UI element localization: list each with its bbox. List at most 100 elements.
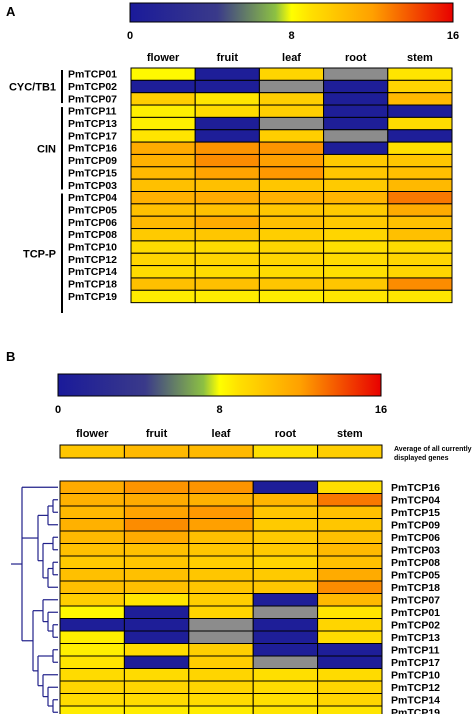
heatmap-cell: [188, 530, 254, 544]
gene-label: PmTCP03: [68, 180, 117, 192]
gene-label: PmTCP01: [391, 607, 440, 619]
column-label: leaf: [212, 428, 231, 440]
heatmap-cell: [387, 153, 453, 168]
heatmap-cell: [194, 153, 260, 168]
heatmap-cell: [194, 166, 260, 180]
heatmap-cell: [188, 555, 254, 569]
heatmap-cell: [123, 668, 190, 682]
heatmap-cell: [387, 289, 453, 304]
gene-label: PmTCP13: [391, 632, 440, 644]
heatmap-cell: [317, 444, 383, 459]
heatmap-cell: [323, 67, 389, 81]
heatmap-cell: [252, 493, 319, 507]
heatmap-cell: [59, 593, 125, 607]
heatmap-cell: [123, 643, 190, 657]
heatmap-cell: [130, 240, 196, 254]
heatmap-cell: [59, 668, 125, 682]
heatmap-cell: [59, 630, 125, 644]
heatmap-cell: [123, 680, 190, 694]
heatmap-cell: [188, 618, 254, 632]
colorbar-tick-label: 8: [288, 30, 294, 42]
heatmap-cell: [387, 178, 453, 192]
heatmap-cell: [194, 129, 260, 143]
heatmap-cell: [258, 191, 325, 205]
heatmap-cell: [323, 141, 389, 155]
gene-label: PmTCP11: [391, 645, 440, 657]
heatmap-cell: [387, 265, 453, 279]
heatmap-cell: [258, 252, 325, 267]
heatmap-cell: [323, 228, 389, 242]
average-row-label: Average of all currently: [394, 446, 472, 453]
heatmap-cell: [258, 104, 325, 118]
heatmap-cell: [59, 555, 125, 569]
column-label: stem: [337, 428, 363, 440]
heatmap-cell: [59, 680, 125, 694]
heatmap-cell: [130, 92, 196, 106]
heatmap-cell: [252, 505, 319, 519]
heatmap-cell: [188, 630, 254, 644]
heatmap-cell: [130, 166, 196, 180]
heatmap-cell: [188, 605, 254, 619]
heatmap-cell: [123, 555, 190, 569]
heatmap-cell: [130, 191, 196, 205]
heatmap-cell: [194, 116, 260, 131]
heatmap-cell: [123, 444, 190, 459]
heatmap-cell: [387, 104, 453, 118]
heatmap-cell: [323, 116, 389, 131]
heatmap-cell: [252, 555, 319, 569]
heatmap-cell: [123, 605, 190, 619]
heatmap-cell: [123, 543, 190, 557]
heatmap-cell: [387, 191, 453, 205]
heatmap-cell: [130, 252, 196, 267]
heatmap-cell: [317, 543, 383, 557]
gene-label: PmTCP04: [68, 192, 117, 204]
heatmap-cell: [252, 568, 319, 582]
colorbar-tick-label: 16: [375, 404, 387, 416]
heatmap-cell: [252, 518, 319, 532]
heatmap-cell: [59, 605, 125, 619]
heatmap-cell: [317, 493, 383, 507]
heatmap-cell: [188, 444, 254, 459]
gene-label: PmTCP02: [391, 620, 440, 632]
heatmap-cell: [323, 178, 389, 192]
heatmap-cell: [188, 518, 254, 532]
heatmap-cell: [317, 643, 383, 657]
panel-b: 0 8 16 flower fruit leaf root stem Average of al…: [11, 373, 472, 714]
heatmap-cell: [59, 505, 125, 519]
heatmap-cell: [252, 668, 319, 682]
heatmap-cell: [130, 141, 196, 155]
gene-label: PmTCP05: [391, 570, 440, 582]
heatmap-cell: [130, 104, 196, 118]
heatmap-cell: [323, 104, 389, 118]
heatmap-cell: [323, 191, 389, 205]
heatmap-cell: [188, 680, 254, 694]
heatmap-cell: [252, 480, 319, 494]
gene-label: PmTCP15: [391, 507, 440, 519]
heatmap-cell: [317, 655, 383, 669]
colorbar-tick-label: 8: [216, 404, 222, 416]
heatmap-cell: [323, 166, 389, 180]
heatmap-cell: [258, 215, 325, 230]
heatmap-cell: [387, 166, 453, 180]
heatmap-cell: [258, 92, 325, 106]
column-label: leaf: [282, 52, 301, 64]
heatmap-cell: [317, 605, 383, 619]
gene-label: PmTCP03: [391, 545, 440, 557]
heatmap-cell: [252, 680, 319, 694]
heatmap-cell: [323, 215, 389, 230]
heatmap-cell: [130, 178, 196, 192]
gene-label: PmTCP12: [68, 254, 117, 266]
heatmap-cell: [258, 289, 325, 304]
heatmap-cell: [123, 593, 190, 607]
heatmap-cell: [188, 593, 254, 607]
heatmap-cell: [130, 265, 196, 279]
heatmap-cell: [130, 215, 196, 230]
heatmap-cell: [123, 518, 190, 532]
column-label: root: [345, 52, 367, 64]
heatmap-cell: [258, 228, 325, 242]
heatmap-cell: [188, 655, 254, 669]
heatmap-cell: [323, 265, 389, 279]
heatmap-cell: [123, 480, 190, 494]
